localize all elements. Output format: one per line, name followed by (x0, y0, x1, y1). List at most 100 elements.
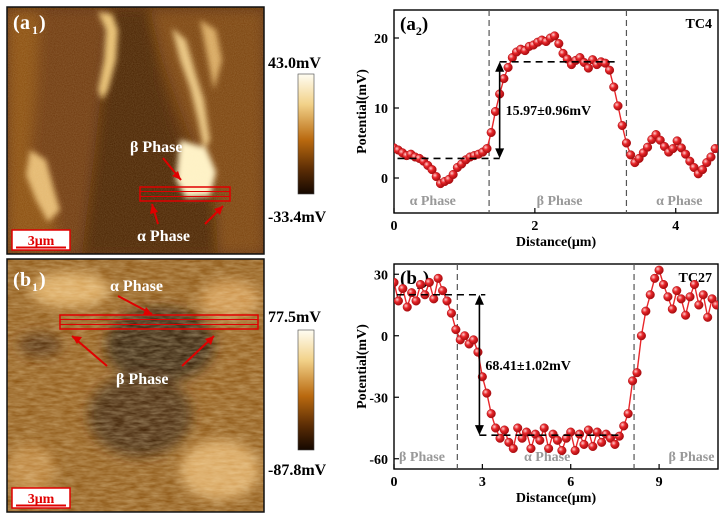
data-point (655, 135, 665, 145)
data-point (592, 427, 602, 437)
x-tick-label: 4 (672, 219, 679, 234)
data-point (504, 437, 514, 447)
arrowhead (143, 307, 152, 315)
y-axis-label: Potential(mV) (355, 69, 370, 154)
y-tick-label: 30 (374, 268, 388, 283)
data-point (711, 300, 718, 310)
data-point (643, 142, 653, 152)
data-point (503, 62, 513, 72)
data-point (689, 279, 699, 290)
data-point (495, 433, 505, 443)
data-point (431, 172, 441, 182)
data-point (621, 138, 631, 148)
data-point (626, 150, 636, 160)
phase-label: α Phase (410, 194, 456, 209)
data-point (617, 120, 627, 131)
y-tick-label: -30 (369, 391, 388, 406)
data-point (575, 429, 585, 439)
panel-label: (a2) (400, 14, 428, 38)
data-point (491, 423, 501, 433)
data-point (650, 273, 660, 283)
colorbar-min: -87.8mV (268, 462, 327, 479)
afm-image-b1 (7, 259, 264, 512)
data-point (521, 427, 532, 437)
data-point (694, 300, 704, 310)
difference-annotation: 68.41±1.02mV (485, 359, 570, 374)
data-point (570, 446, 580, 456)
data-point (645, 290, 655, 300)
data-point (517, 433, 527, 443)
colorbar-min: -33.4mV (268, 209, 327, 226)
panel-b1-potential-map: ( b 1 ) α Phase β Phase 3μm 77.5mV -87.8… (6, 258, 327, 513)
data-point (609, 82, 619, 92)
data-point (402, 302, 412, 312)
data-point (623, 409, 633, 419)
data-point (613, 101, 623, 111)
chart-a2-potential-profile: 0 2 4 0 10 20 Distance(μm) Potential(mV) (a2) TC4… (355, 9, 719, 250)
panel-label-b1: ( b 1 ) (13, 269, 46, 294)
plot-frame (393, 263, 719, 470)
x-tick-label: 3 (479, 475, 486, 490)
phase-annotation-alpha: α Phase (137, 228, 190, 245)
data-point (689, 162, 699, 173)
scale-bar-box (11, 487, 71, 509)
data-point (513, 423, 523, 433)
line-profile-box (59, 314, 259, 330)
data-point (552, 435, 563, 445)
phase-label: β Phase (399, 450, 445, 465)
data-point (672, 136, 682, 146)
arrowhead (495, 61, 505, 72)
data-point (676, 143, 686, 153)
data-point (706, 152, 716, 162)
data-point (628, 376, 638, 386)
data-point (672, 286, 682, 296)
data-point (604, 65, 615, 75)
sample-label: TC4 (686, 17, 712, 32)
data-point (460, 331, 470, 341)
data-point (583, 63, 593, 73)
data-point (473, 347, 483, 357)
data-point (681, 149, 691, 159)
data-point (698, 290, 708, 300)
data-point (707, 294, 717, 304)
data-point (667, 304, 677, 314)
data-point (685, 292, 695, 302)
x-tick-label: 2 (531, 219, 538, 234)
data-point (703, 312, 713, 322)
scale-bar-label: 3μm (28, 234, 55, 249)
plot-frame (393, 9, 719, 214)
data-point (605, 433, 616, 443)
data-point (482, 144, 492, 154)
data-point (451, 325, 461, 335)
data-point (600, 58, 610, 68)
data-point (415, 279, 426, 290)
data-point (490, 106, 500, 117)
arrowhead (150, 204, 158, 214)
scale-bar-label: 3μm (28, 492, 55, 507)
data-point (588, 441, 598, 452)
data-point (610, 439, 620, 449)
panel-label-open: ( (13, 269, 20, 291)
phase-annotation-beta: β Phase (116, 371, 168, 388)
colorbar-b1 (297, 329, 315, 451)
y-axis-label: Potential(mV) (355, 324, 370, 409)
data-point (411, 296, 421, 306)
panel-label-sub: 1 (32, 23, 38, 37)
y-tick-label: 0 (381, 172, 388, 187)
x-tick-label: 0 (391, 219, 398, 234)
data-point (427, 165, 437, 175)
panel-label-open: ( (13, 12, 20, 34)
data-point (424, 277, 434, 288)
data-point (619, 421, 629, 431)
data-point (550, 31, 560, 41)
afm-frame-a1 (6, 6, 265, 255)
data-point (641, 306, 651, 316)
data-point (407, 288, 417, 298)
data-point (433, 273, 443, 283)
scale-bar-box (11, 229, 71, 251)
data-point (681, 310, 691, 320)
data-point (636, 331, 646, 341)
arrowhead (474, 425, 484, 436)
phase-annotation-beta: β Phase (130, 139, 182, 156)
data-point (499, 425, 510, 435)
